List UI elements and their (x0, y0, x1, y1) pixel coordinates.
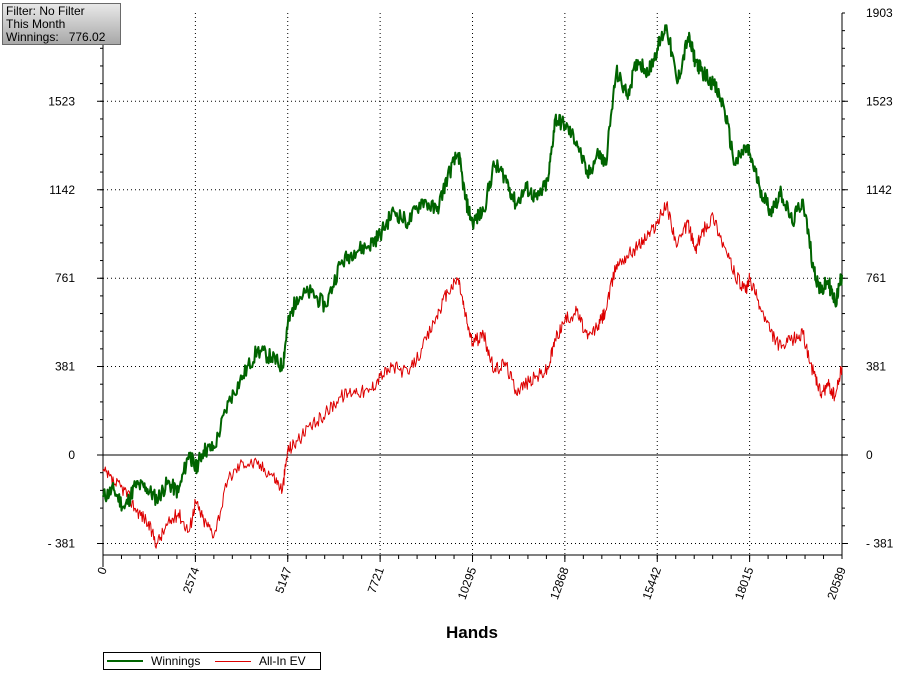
x-tick-label: 18015 (732, 565, 757, 601)
x-tick-label: 15442 (640, 565, 665, 601)
y-tick-label-left: 761 (55, 271, 75, 285)
series-line-winnings (102, 24, 843, 512)
winnings-value: 776.02 (68, 30, 106, 44)
winnings-label: Winnings: (6, 30, 59, 44)
y-tick-label-left: 1142 (49, 183, 75, 197)
series-line-allin-ev (102, 201, 843, 549)
y-tick-label-left: - 381 (48, 536, 76, 550)
legend-item-winnings: Winnings (107, 654, 200, 668)
legend-swatch-allin-ev (215, 660, 251, 662)
legend-label-allin-ev: All-In EV (259, 654, 306, 668)
x-tick-label: 20589 (824, 565, 849, 601)
legend-item-allin-ev: All-In EV (215, 654, 306, 668)
filter-text: Filter: No Filter (6, 4, 85, 18)
y-tick-label-right: 1903 (866, 6, 893, 20)
grid-lines (103, 13, 842, 555)
y-tick-label-left: 0 (68, 448, 75, 462)
summary-info-box: Filter: No Filter This Month Winnings: 7… (2, 3, 121, 45)
y-tick-label-left: 381 (55, 360, 75, 374)
x-tick-label: 7721 (365, 565, 387, 595)
x-tick-label: 12868 (547, 565, 572, 601)
legend-label-winnings: Winnings (151, 654, 201, 668)
y-tick-label-right: 761 (866, 271, 886, 285)
winnings-summary: Winnings: 776.02 (6, 31, 117, 44)
data-series (102, 24, 843, 549)
y-tick-label-right: 1523 (866, 94, 893, 108)
chart-legend: Winnings All-In EV (103, 652, 321, 670)
x-tick-label: 2574 (180, 565, 202, 595)
axis-ticks: - 381 0 381 761 1142 1523 - 381 0 381 761 1142 1523… (48, 6, 894, 601)
y-tick-label-left: 1523 (48, 94, 75, 108)
x-axis-title: Hands (446, 623, 498, 642)
x-tick-label: 10295 (455, 565, 480, 601)
y-tick-label-right: 1142 (866, 183, 892, 197)
x-tick-label: 5147 (272, 565, 294, 595)
legend-swatch-winnings (107, 660, 143, 662)
x-tick-label: 0 (94, 565, 110, 576)
y-tick-label-right: - 381 (866, 536, 894, 550)
period-text: This Month (6, 17, 66, 31)
y-tick-label-right: 381 (866, 360, 886, 374)
y-tick-label-right: 0 (866, 448, 873, 462)
